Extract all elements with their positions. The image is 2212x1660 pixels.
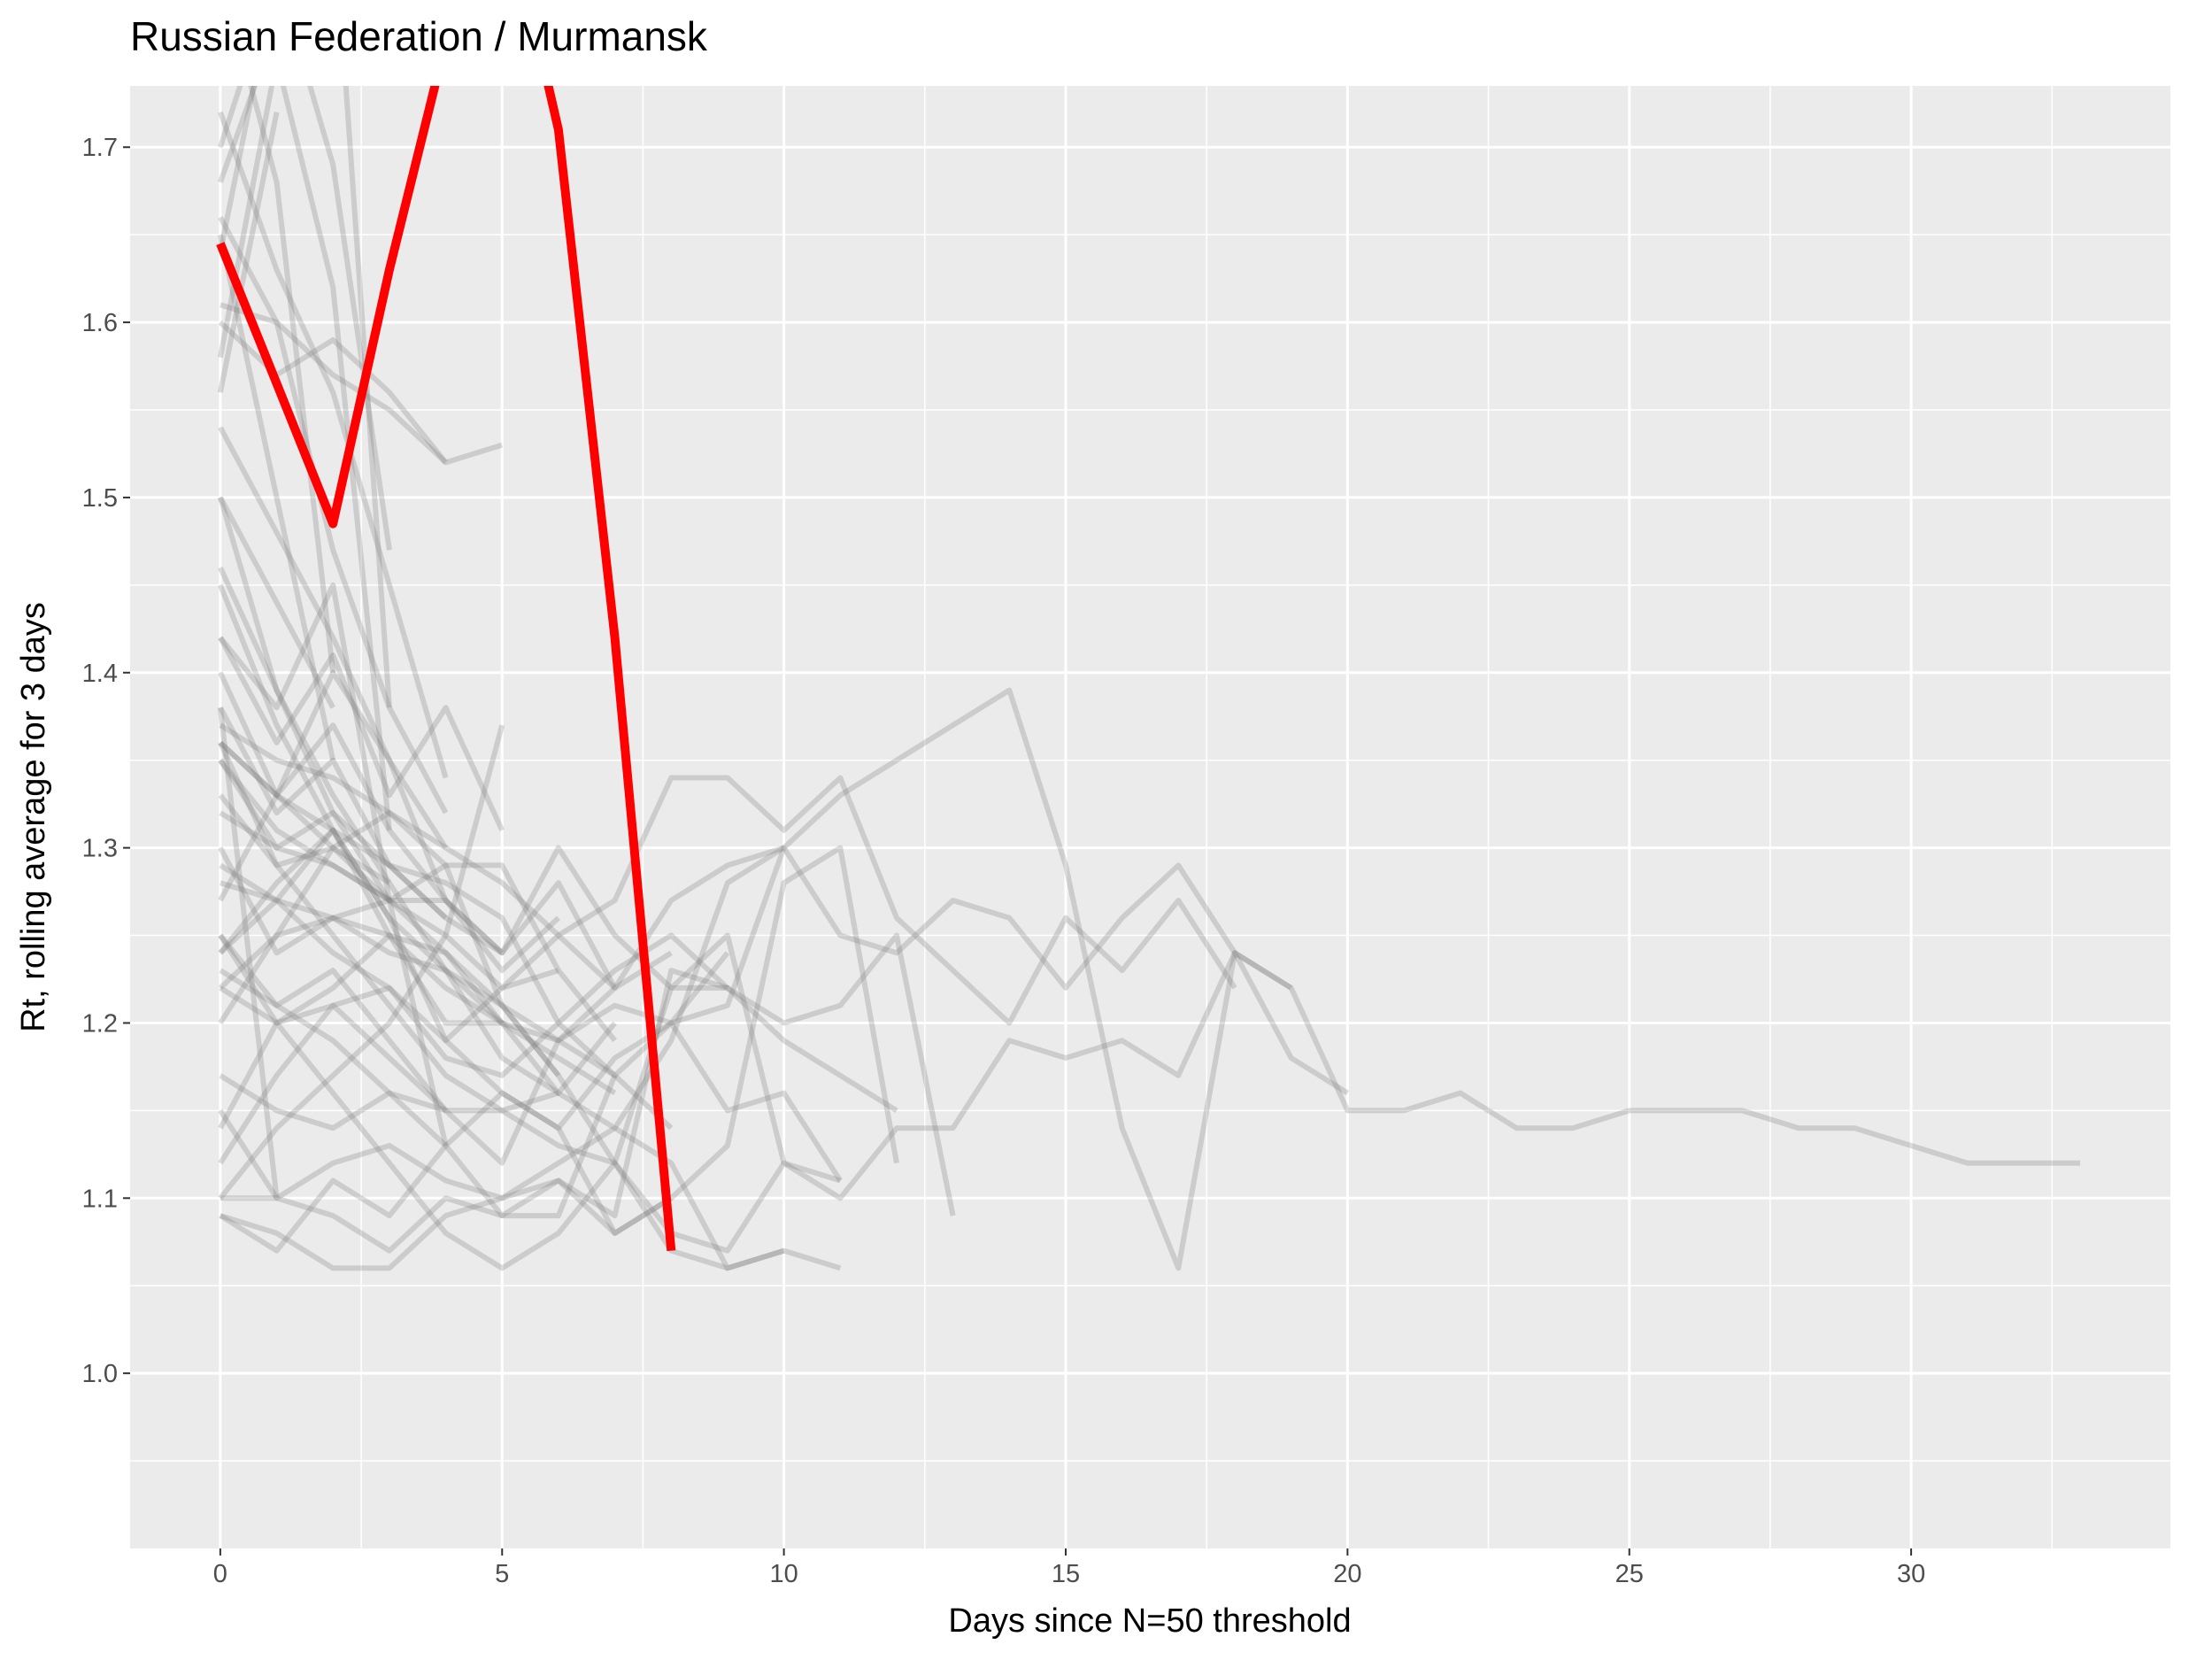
grid-minor <box>130 86 2170 1548</box>
x-tick-label: 5 <box>495 1560 509 1588</box>
background-series-line <box>218 740 785 1044</box>
series-layer <box>217 86 2081 1271</box>
background-series-line <box>218 86 392 708</box>
background-series-line <box>217 706 280 1199</box>
background-series-line <box>218 496 335 709</box>
background-series-line <box>248 86 336 674</box>
background-series-line <box>218 741 559 1114</box>
x-tick-label: 0 <box>213 1560 227 1588</box>
background-series-line <box>218 706 673 991</box>
x-axis: 0 5 10 15 20 25 30 <box>213 1548 1925 1588</box>
y-tick-label: 1.3 <box>82 835 118 863</box>
y-tick-label: 1.4 <box>82 660 118 688</box>
highlight-series-line <box>216 86 676 1252</box>
background-series-line <box>218 426 449 850</box>
background-series-line <box>218 740 448 920</box>
background-series-line <box>220 302 448 465</box>
background-series-line <box>218 687 2081 1271</box>
background-series-line <box>217 86 392 831</box>
background-series-line <box>218 111 449 779</box>
background-series-line <box>218 582 392 901</box>
background-series-line <box>219 810 843 1183</box>
x-tick-label: 10 <box>769 1560 798 1588</box>
background-series-line <box>218 793 617 991</box>
background-series-line <box>218 1074 618 1254</box>
background-series-line <box>218 724 505 1201</box>
grid-major <box>130 86 2170 1548</box>
background-series-line <box>218 862 617 1043</box>
chart-title: Russian Federation / Murmansk <box>130 13 707 59</box>
background-series-line <box>219 845 1349 1131</box>
background-series-line <box>217 234 336 761</box>
x-axis-title: Days since N=50 threshold <box>948 1602 1351 1640</box>
background-series-line <box>218 215 449 815</box>
x-tick-label: 15 <box>1052 1560 1080 1588</box>
background-series-line <box>218 497 449 1147</box>
y-tick-label: 1.5 <box>82 484 118 513</box>
background-series-line <box>217 112 280 393</box>
background-series-line <box>219 845 899 1236</box>
background-series-line <box>218 669 560 974</box>
background-series-line <box>218 86 392 551</box>
background-series-line <box>218 827 617 1096</box>
background-series-line <box>219 1090 673 1254</box>
background-series-line <box>218 845 391 991</box>
y-tick-label: 1.1 <box>82 1185 118 1213</box>
background-series-line <box>218 671 956 1216</box>
background-series-line <box>218 968 559 1165</box>
y-tick-label: 1.2 <box>82 1009 118 1038</box>
background-series-line <box>218 566 617 1096</box>
y-tick-label: 1.0 <box>82 1360 118 1388</box>
background-series-line <box>218 759 1237 1026</box>
x-tick-label: 25 <box>1615 1560 1644 1588</box>
background-series-line <box>218 1020 785 1271</box>
background-series-line <box>218 933 674 1166</box>
background-series-line <box>219 722 561 1077</box>
background-series-line <box>220 1125 842 1271</box>
background-series-line <box>220 968 898 1219</box>
plot-panel <box>130 86 2170 1548</box>
y-tick-label: 1.6 <box>82 309 118 337</box>
highlight-layer <box>216 86 676 1252</box>
background-series-line <box>218 636 505 832</box>
y-axis-title: Rt, rolling average for 3 days <box>15 602 52 1032</box>
background-series-line <box>218 846 505 1025</box>
background-series-line <box>219 932 842 1184</box>
background-series-line <box>218 758 505 955</box>
x-tick-label: 30 <box>1897 1560 1925 1588</box>
background-series-line <box>219 827 1293 1254</box>
x-tick-label: 20 <box>1333 1560 1361 1588</box>
background-series-line <box>218 933 448 1113</box>
background-series-line <box>217 86 257 253</box>
background-series-line <box>218 583 730 1131</box>
y-axis: 1.0 1.1 1.2 1.3 1.4 1.5 1.6 1.7 <box>82 134 130 1388</box>
y-tick-label: 1.7 <box>82 134 118 162</box>
